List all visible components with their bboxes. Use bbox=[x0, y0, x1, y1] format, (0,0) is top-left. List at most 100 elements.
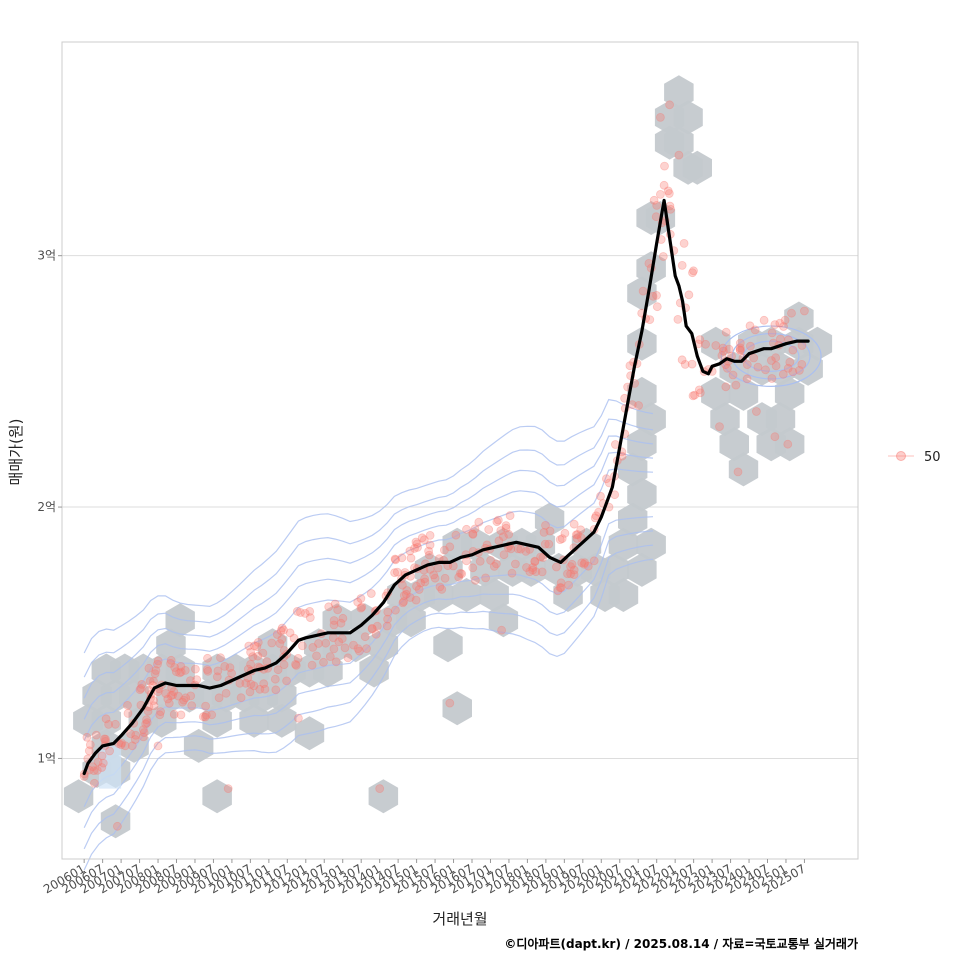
scatter-point bbox=[420, 577, 430, 587]
scatter-point bbox=[492, 517, 502, 527]
scatter-point bbox=[537, 567, 547, 577]
hexbin-cell bbox=[719, 427, 749, 462]
hexbin-cell bbox=[202, 779, 232, 814]
scatter-point bbox=[689, 266, 698, 276]
scatter-point bbox=[343, 653, 353, 663]
hexbin-cell bbox=[701, 326, 731, 361]
hexbin-cell bbox=[627, 477, 657, 512]
hexbin-cell bbox=[627, 552, 657, 587]
scatter-point bbox=[168, 690, 177, 700]
scatter-point bbox=[272, 630, 282, 639]
caption: ©디아파트(dapt.kr) / 2025.08.14 / 자료=국토교통부 실… bbox=[504, 936, 858, 951]
legend: 50 bbox=[888, 450, 941, 465]
scatter-point bbox=[357, 602, 367, 612]
scatter-point bbox=[252, 642, 262, 651]
hexbin-cell bbox=[747, 402, 777, 437]
scatter-point bbox=[105, 746, 114, 756]
scatter-point bbox=[307, 660, 317, 670]
hexbin-cell bbox=[156, 628, 186, 663]
hexbin-cell bbox=[100, 804, 131, 839]
scatter-point bbox=[372, 621, 382, 631]
scatter-point bbox=[178, 697, 188, 707]
scatter-point bbox=[297, 641, 307, 651]
scatter-point bbox=[325, 652, 335, 661]
hexbin-cell bbox=[793, 351, 823, 386]
scatter-point bbox=[439, 545, 449, 555]
scatter-point bbox=[552, 562, 561, 572]
scatter-point bbox=[567, 559, 577, 569]
scatter-point bbox=[788, 367, 798, 377]
scatter-point bbox=[430, 573, 440, 583]
scatter-point bbox=[200, 712, 210, 722]
scatter-point bbox=[397, 580, 407, 590]
scatter-point bbox=[425, 540, 435, 550]
scatter-point bbox=[225, 663, 235, 672]
hexbin-cell bbox=[63, 779, 94, 814]
scatter-point bbox=[557, 534, 567, 543]
scatter-point bbox=[329, 620, 339, 630]
scatter-point bbox=[192, 675, 202, 684]
scatter-point bbox=[101, 714, 111, 724]
density-contour bbox=[720, 325, 822, 387]
scatter-point bbox=[555, 535, 565, 544]
scatter-point bbox=[138, 725, 148, 734]
scatter-point bbox=[497, 625, 507, 635]
scatter-point bbox=[721, 382, 731, 392]
scatter-point bbox=[149, 701, 159, 711]
scatter-point bbox=[367, 624, 377, 633]
density-contour bbox=[83, 418, 654, 678]
hexbin-cell bbox=[682, 150, 712, 185]
scatter-point bbox=[528, 565, 538, 575]
density-contour bbox=[83, 435, 654, 699]
scatter-point bbox=[411, 595, 421, 605]
scatter-point bbox=[750, 325, 760, 335]
scatter-point bbox=[735, 338, 745, 348]
scatter-point bbox=[244, 641, 254, 651]
hexbin-cell bbox=[664, 75, 694, 110]
scatter-point bbox=[163, 694, 173, 704]
scatter-point bbox=[289, 633, 299, 643]
hexbin-cell bbox=[636, 402, 666, 437]
scatter-point bbox=[164, 698, 174, 708]
scatter-point bbox=[198, 712, 208, 722]
scatter-point bbox=[216, 653, 225, 663]
scatter-point bbox=[143, 706, 153, 716]
scatter-point bbox=[530, 556, 540, 566]
scatter-point bbox=[468, 530, 478, 539]
scatter-point bbox=[783, 363, 793, 373]
scatter-point bbox=[296, 608, 305, 617]
scatter-point bbox=[580, 558, 590, 568]
scatter-point bbox=[573, 530, 582, 539]
scatter-point bbox=[173, 691, 183, 701]
scatter-point bbox=[556, 583, 566, 592]
scatter-point bbox=[329, 616, 339, 625]
scatter-point bbox=[276, 626, 286, 636]
hexbin-cell bbox=[553, 578, 583, 612]
scatter-point bbox=[486, 556, 496, 565]
scatter-point bbox=[652, 200, 662, 210]
scatter-point bbox=[285, 628, 295, 638]
scatter-point bbox=[111, 719, 120, 729]
scatter-point bbox=[161, 689, 171, 698]
scatter-point bbox=[150, 669, 160, 679]
hexbin-cell bbox=[368, 628, 399, 663]
scatter-point bbox=[651, 212, 661, 222]
density-contour bbox=[83, 530, 654, 829]
scatter-point bbox=[273, 665, 283, 675]
scatter-point bbox=[390, 568, 400, 578]
y-tick-label: 2억 bbox=[37, 500, 56, 514]
scatter-point bbox=[451, 530, 461, 540]
scatter-point bbox=[249, 641, 259, 651]
scatter-point bbox=[501, 523, 511, 533]
scatter-point bbox=[779, 322, 788, 331]
hexbin-cell bbox=[322, 603, 352, 638]
scatter-point bbox=[149, 676, 158, 686]
scatter-point bbox=[501, 521, 511, 530]
scatter-point bbox=[97, 763, 107, 772]
scatter-point bbox=[722, 363, 732, 373]
hexbin-cell bbox=[313, 653, 343, 688]
scatter-point bbox=[253, 651, 263, 661]
scatter-point bbox=[220, 662, 230, 671]
scatter-point bbox=[255, 684, 265, 694]
